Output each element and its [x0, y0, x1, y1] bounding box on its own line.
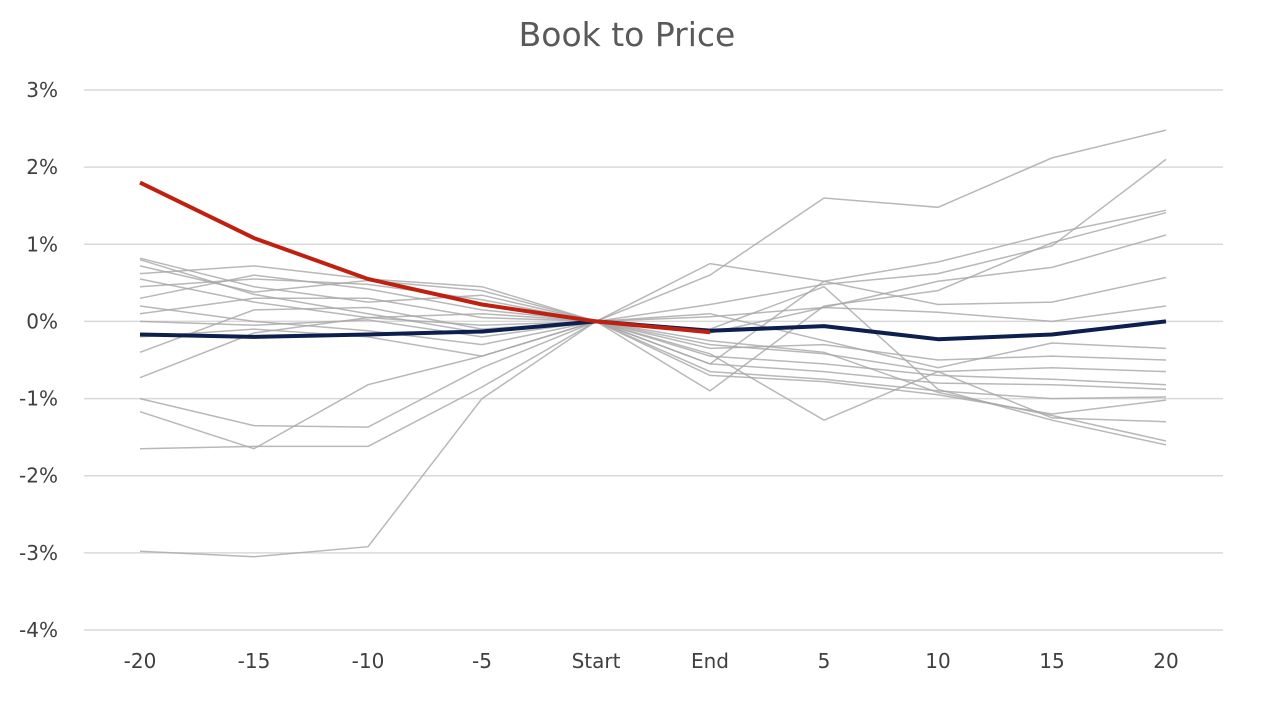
y-tick-label: -2% [19, 464, 58, 488]
y-tick-label: 1% [26, 232, 58, 256]
series-line-background-17 [139, 278, 1167, 446]
gridlines [84, 89, 1223, 631]
y-tick-label: 3% [26, 78, 58, 102]
chart-title: Book to Price [519, 15, 736, 54]
series-line-background-11 [139, 297, 1167, 386]
series-line-background-4 [139, 211, 1167, 428]
y-tick-label: 0% [26, 309, 58, 333]
x-tick-label: -5 [472, 649, 492, 673]
highlight-series [139, 180, 1167, 342]
x-tick-label: End [691, 649, 729, 673]
x-tick-label: 20 [1153, 649, 1178, 673]
y-tick-label: -3% [19, 541, 58, 565]
x-tick-label: 5 [818, 649, 831, 673]
x-tick-label: -10 [352, 649, 385, 673]
y-tick-label: 2% [26, 155, 58, 179]
series-line-background-2 [139, 158, 1167, 450]
x-tick-label: -15 [238, 649, 271, 673]
series-line-background-8 [139, 265, 1167, 369]
series-line-background-10 [139, 274, 1167, 373]
series-line-background-15 [139, 305, 1167, 423]
series-line-background-3 [139, 209, 1167, 450]
y-axis-ticks: 3% 2% 1% 0% -1% -2% -3% -4% [19, 78, 58, 642]
series-line-background-1 [139, 129, 1167, 558]
series-line-background-16 [139, 258, 1167, 442]
x-tick-label: 15 [1039, 649, 1064, 673]
x-tick-label: Start [572, 649, 621, 673]
y-tick-label: -1% [19, 387, 58, 411]
y-tick-label: -4% [19, 618, 58, 642]
background-series [139, 129, 1167, 558]
x-axis-ticks: -20 -15 -10 -5 Start End 5 10 15 20 [124, 649, 1179, 673]
x-tick-label: 10 [925, 649, 950, 673]
x-tick-label: -20 [124, 649, 157, 673]
series-line-highlight [139, 180, 711, 335]
series-line-background-12 [139, 306, 1167, 391]
